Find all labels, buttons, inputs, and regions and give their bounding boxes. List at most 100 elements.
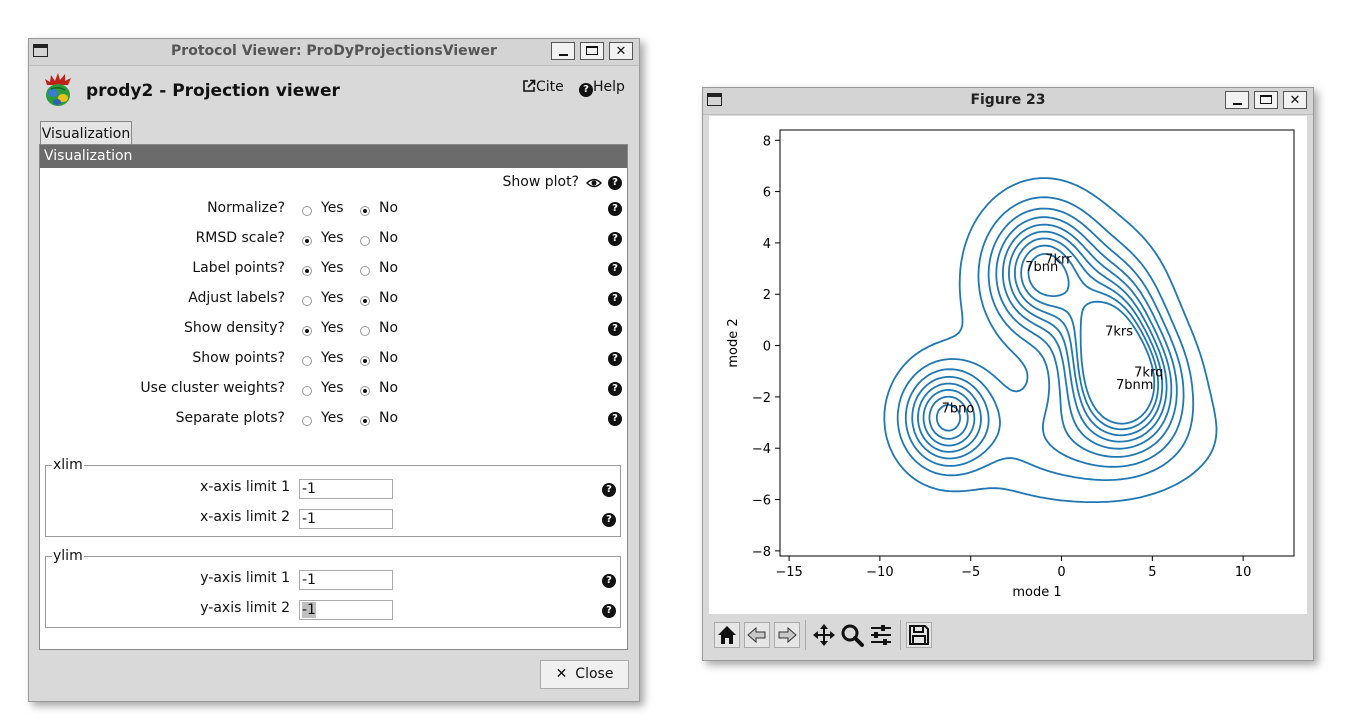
- yes-radio[interactable]: [302, 266, 312, 276]
- help-icon[interactable]: ?: [608, 352, 622, 366]
- help-icon[interactable]: ?: [608, 262, 622, 276]
- pan-icon: [813, 624, 835, 646]
- app-title: prody2 - Projection viewer: [86, 81, 340, 101]
- y-tick-label: 6: [763, 186, 771, 201]
- figure-canvas[interactable]: −15 −10 −5 0 5 10 −8 −6 −4 −2 0 2 4 6 8 mode 1 mode 2 7kr…: [709, 116, 1307, 614]
- no-label: No: [379, 410, 399, 426]
- param-label: Show density?: [184, 320, 285, 336]
- contour-line: [1027, 253, 1156, 425]
- x-axis-limit-1-label: x-axis limit 1: [200, 479, 290, 495]
- scipion-logo-icon: [45, 73, 71, 106]
- param-label: Show points?: [192, 350, 285, 366]
- help-icon[interactable]: ?: [608, 176, 622, 190]
- close-button[interactable]: ✕ Close: [540, 660, 629, 689]
- no-label: No: [379, 200, 399, 216]
- no-radio[interactable]: [360, 236, 370, 246]
- contour-line: [928, 237, 1164, 440]
- help-icon[interactable]: ?: [602, 513, 616, 527]
- yes-label: Yes: [321, 410, 344, 426]
- point-label: 7krr: [1045, 252, 1072, 267]
- contour-line: [911, 216, 1178, 460]
- y-tick-label: −8: [752, 545, 771, 560]
- no-radio[interactable]: [360, 296, 370, 306]
- yes-label: Yes: [321, 350, 344, 366]
- window-menu-icon[interactable]: [707, 93, 722, 106]
- param-label: Use cluster weights?: [140, 380, 285, 396]
- maximize-button[interactable]: [580, 42, 604, 60]
- param-label: Separate plots?: [175, 410, 285, 426]
- ylim-group: ylim y-axis limit 1 -1 ? y-axis limit 2 …: [45, 548, 621, 628]
- protocol-viewer-body: prody2 - Projection viewer Cite ? Help Vi…: [33, 66, 635, 697]
- save-button[interactable]: [906, 622, 932, 648]
- x-axis-limit-2-input[interactable]: -1: [299, 509, 393, 529]
- close-window-button[interactable]: ✕: [609, 42, 633, 60]
- minimize-button[interactable]: [1225, 91, 1249, 109]
- yes-radio[interactable]: [302, 206, 312, 216]
- help-icon[interactable]: ?: [608, 412, 622, 426]
- help-icon[interactable]: ?: [602, 604, 616, 618]
- minimize-icon: [1233, 103, 1242, 105]
- y-axis-limit-2-input[interactable]: -1: [299, 600, 393, 620]
- eye-icon[interactable]: [586, 178, 602, 188]
- help-icon[interactable]: ?: [608, 232, 622, 246]
- protocol-viewer-titlebar[interactable]: Protocol Viewer: ProDyProjectionsViewer …: [29, 39, 639, 66]
- section-header: Visualization: [40, 145, 627, 168]
- external-link-icon: [523, 79, 536, 92]
- cite-link[interactable]: Cite: [522, 79, 564, 95]
- yes-radio[interactable]: [302, 386, 312, 396]
- tab-visualization[interactable]: Visualization: [40, 121, 132, 145]
- yes-radio[interactable]: [302, 416, 312, 426]
- help-icon[interactable]: ?: [608, 382, 622, 396]
- configure-subplots-button[interactable]: [868, 622, 894, 648]
- contour-line: [935, 244, 1160, 432]
- protocol-viewer-window: Protocol Viewer: ProDyProjectionsViewer …: [28, 38, 640, 702]
- yes-label: Yes: [321, 230, 344, 246]
- forward-button[interactable]: [774, 622, 800, 648]
- param-label: Label points?: [192, 260, 285, 276]
- minimize-button[interactable]: [551, 42, 575, 60]
- window-menu-icon[interactable]: [33, 44, 48, 57]
- close-window-button[interactable]: ✕: [1283, 91, 1307, 109]
- no-radio[interactable]: [360, 326, 370, 336]
- yes-radio[interactable]: [302, 326, 312, 336]
- figure-window: Figure 23 ✕ −15 −10 −5 0 5 10 −8 −6 −4 −2 0 2 4 6 8 mod…: [702, 87, 1314, 661]
- home-button[interactable]: [714, 622, 740, 648]
- help-link[interactable]: ? Help: [579, 79, 625, 97]
- no-radio[interactable]: [360, 356, 370, 366]
- no-label: No: [379, 380, 399, 396]
- param-label: Adjust labels?: [188, 290, 285, 306]
- yes-radio[interactable]: [302, 296, 312, 306]
- help-icon[interactable]: ?: [608, 322, 622, 336]
- no-radio[interactable]: [360, 266, 370, 276]
- x-axis-limit-1-input[interactable]: -1: [299, 479, 393, 499]
- help-icon[interactable]: ?: [602, 483, 616, 497]
- y-axis-limit-2-label: y-axis limit 2: [200, 600, 290, 616]
- zoom-icon: [841, 624, 864, 647]
- y-tick-label: 4: [763, 237, 771, 252]
- zoom-button[interactable]: [839, 622, 865, 648]
- no-radio[interactable]: [360, 416, 370, 426]
- back-button[interactable]: [744, 622, 770, 648]
- x-tick-label: 0: [1057, 565, 1065, 580]
- no-label: No: [379, 320, 399, 336]
- point-label: 7bnn: [1025, 260, 1058, 275]
- plot-frame: [779, 129, 1295, 557]
- maximize-icon: [586, 46, 598, 55]
- help-icon[interactable]: ?: [602, 574, 616, 588]
- x-axis-label: mode 1: [1012, 585, 1061, 600]
- param-label: RMSD scale?: [195, 230, 285, 246]
- figure-titlebar[interactable]: Figure 23 ✕: [703, 88, 1313, 115]
- contour-line: [904, 207, 1185, 468]
- help-icon[interactable]: ?: [608, 202, 622, 216]
- yes-radio[interactable]: [302, 356, 312, 366]
- forward-icon: [778, 626, 797, 644]
- y-axis-limit-1-input[interactable]: -1: [299, 570, 393, 590]
- density-contour-chart[interactable]: −15 −10 −5 0 5 10 −8 −6 −4 −2 0 2 4 6 8 mode 1 mode 2 7kr…: [709, 116, 1307, 614]
- yes-radio[interactable]: [302, 236, 312, 246]
- help-icon[interactable]: ?: [608, 292, 622, 306]
- maximize-button[interactable]: [1254, 91, 1278, 109]
- ylim-legend: ylim: [52, 548, 84, 564]
- no-radio[interactable]: [360, 206, 370, 216]
- pan-button[interactable]: [811, 622, 837, 648]
- no-radio[interactable]: [360, 386, 370, 396]
